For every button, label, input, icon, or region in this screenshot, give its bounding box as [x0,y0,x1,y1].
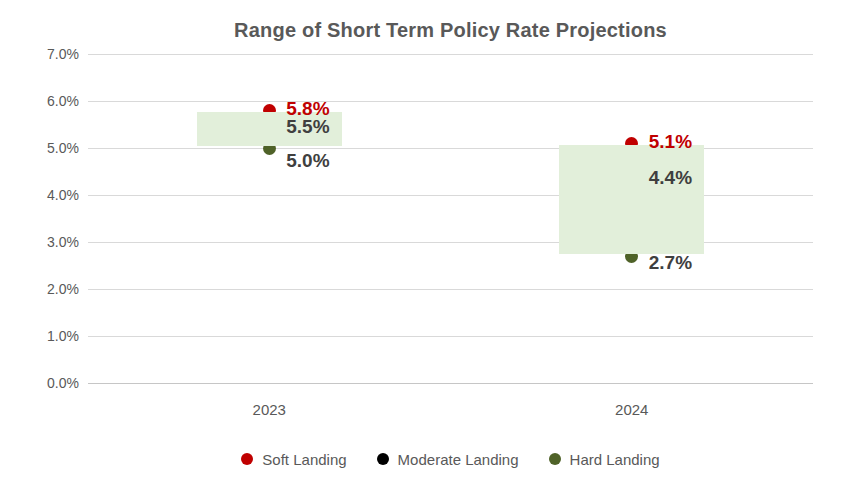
y-axis-tick-label: 3.0% [0,234,79,250]
legend-item-moderate-landing: Moderate Landing [377,451,519,468]
x-axis-label-2024: 2024 [587,401,677,418]
y-axis-tick-label: 0.0% [0,375,79,391]
legend-marker-icon [549,453,561,465]
chart-title: Range of Short Term Policy Rate Projecti… [88,19,813,42]
gridline [88,101,813,102]
gridline [88,242,813,243]
legend-label: Moderate Landing [398,451,519,468]
gridline [88,336,813,337]
y-axis-tick-label: 2.0% [0,281,79,297]
moderate-landing-value-label: 4.4% [649,167,692,189]
hard-landing-value-label: 2.7% [649,252,692,274]
range-box-2024 [559,145,704,254]
y-axis-tick-label: 1.0% [0,328,79,344]
gridline [88,54,813,55]
y-axis-tick-label: 6.0% [0,93,79,109]
legend-marker-icon [241,453,253,465]
hard-landing-value-label: 5.0% [286,150,329,172]
gridline [88,148,813,149]
x-axis-label-2023: 2023 [224,401,314,418]
legend-item-soft-landing: Soft Landing [241,451,346,468]
y-axis-tick-label: 7.0% [0,46,79,62]
soft-landing-value-label: 5.1% [649,131,692,153]
gridline [88,289,813,290]
legend-label: Hard Landing [570,451,660,468]
chart-legend: Soft Landing Moderate Landing Hard Landing [88,447,813,471]
legend-label: Soft Landing [262,451,346,468]
moderate-landing-value-label: 5.5% [286,116,329,138]
y-axis-tick-label: 5.0% [0,140,79,156]
gridline [88,195,813,196]
legend-item-hard-landing: Hard Landing [549,451,660,468]
policy-rate-range-chart: Range of Short Term Policy Rate Projecti… [0,0,843,493]
legend-marker-icon [377,453,389,465]
y-axis-tick-label: 4.0% [0,187,79,203]
x-axis-line [88,383,813,384]
